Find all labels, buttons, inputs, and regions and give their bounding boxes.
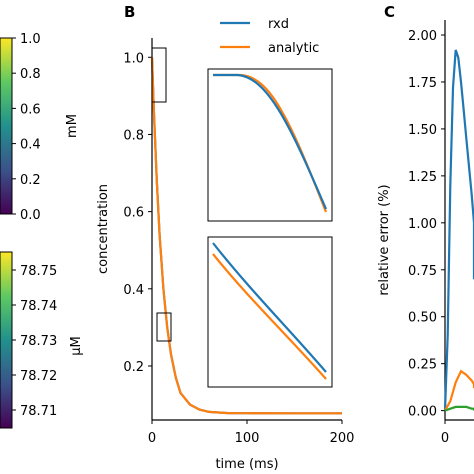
panel-b-y-tick-label: 0.2 xyxy=(123,360,144,375)
panel-b-y-tick-label: 1.0 xyxy=(123,51,144,66)
panel-b-y-tick-label: 0.6 xyxy=(123,206,144,221)
colorbar-top-tick-label: 0.8 xyxy=(20,67,41,82)
colorbar-top-tick-label: 1.0 xyxy=(20,32,41,47)
panel-c-x-tick-label: 0 xyxy=(441,431,449,446)
legend-label-rxd: rxd xyxy=(268,17,289,32)
zoom-box-top xyxy=(151,47,167,103)
panel-c-y-tick-label: 0.25 xyxy=(408,358,437,373)
zoom-box-bottom xyxy=(156,312,172,342)
legend: rxd analytic xyxy=(220,17,319,56)
panel-c-y-tick-label: 0.75 xyxy=(408,264,437,279)
panel-b-x-tick-label: 100 xyxy=(235,431,260,446)
panel-b-chart: 0.2 0.4 0.6 0.8 1.0 0 100 200 rxd analytic tim… xyxy=(96,17,354,472)
colorbar-top-tick-label: 0.0 xyxy=(20,208,41,223)
panel-b-letter: B xyxy=(124,3,135,21)
colorbar-bottom-tick-label: 78.75 xyxy=(20,264,57,279)
colorbar-top-tick-label: 0.4 xyxy=(20,138,41,153)
colorbar-top-label: mM xyxy=(65,114,80,138)
colorbar-top: 1.0 0.8 0.6 0.4 0.2 0.0 mM xyxy=(0,32,80,223)
panel-c-series-2 xyxy=(444,369,474,412)
panel-b-x-tick-label: 0 xyxy=(148,431,156,446)
panel-c-series-1 xyxy=(443,49,474,411)
panel-b-x-label: time (ms) xyxy=(215,457,278,472)
inset-bottom-rxd-line xyxy=(212,242,327,373)
panel-c-y-tick-label: 0.00 xyxy=(408,405,437,420)
panel-c-chart: 0.00 0.25 0.50 0.75 1.00 1.25 1.50 1.75 2.00 0 r… xyxy=(377,20,474,446)
colorbar-bottom-tick-label: 78.74 xyxy=(20,299,57,314)
inset-top-rxd-line xyxy=(213,73,328,210)
panel-c-letter: C xyxy=(384,3,395,21)
panel-b-y-tick-label: 0.8 xyxy=(123,128,144,143)
panel-c-series-3 xyxy=(444,405,474,412)
panel-c-y-tick-label: 1.00 xyxy=(408,217,437,232)
colorbar-top-tick-label: 0.2 xyxy=(20,173,41,188)
panel-b-x-tick-label: 200 xyxy=(330,431,355,446)
colorbar-top-gradient xyxy=(0,37,13,215)
colorbar-bottom-gradient xyxy=(0,251,13,429)
panel-c-y-tick-label: 1.75 xyxy=(408,76,437,91)
legend-label-analytic: analytic xyxy=(268,41,319,56)
panel-b-y-tick-label: 0.4 xyxy=(123,283,144,298)
panel-c-y-tick-label: 2.00 xyxy=(408,29,437,44)
panel-c-y-tick-label: 1.25 xyxy=(408,170,437,185)
panel-b-y-label: concentration xyxy=(96,184,111,274)
colorbar-bottom-tick-label: 78.71 xyxy=(20,404,57,419)
colorbar-top-tick-label: 0.6 xyxy=(20,102,41,117)
colorbar-bottom-label: μM xyxy=(69,336,84,356)
colorbar-bottom: 78.75 78.74 78.73 78.72 78.71 μM xyxy=(0,251,84,429)
panel-c-y-tick-label: 0.50 xyxy=(408,311,437,326)
panel-c-y-tick-label: 1.50 xyxy=(408,123,437,138)
panel-c-y-label: relative error (%) xyxy=(377,184,392,295)
inset-bottom-analytic-line xyxy=(212,253,327,380)
colorbar-bottom-tick-label: 78.73 xyxy=(20,334,57,349)
colorbar-bottom-tick-label: 78.72 xyxy=(20,369,57,384)
panel-b-series-analytic xyxy=(150,57,342,415)
